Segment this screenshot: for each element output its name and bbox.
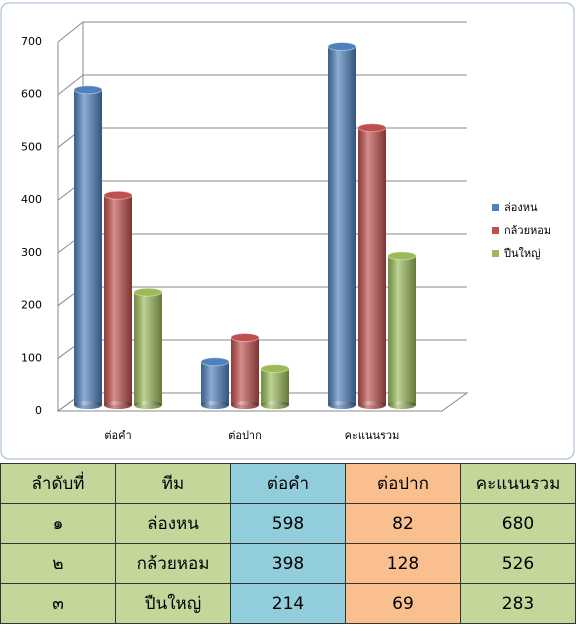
y-tick-label: 500	[21, 140, 42, 153]
table-cell: ๓	[0, 583, 116, 624]
legend-label: ล่องหน	[504, 201, 538, 214]
bar-top	[387, 251, 417, 261]
bar-top	[133, 287, 163, 297]
legend-swatch	[492, 204, 499, 211]
table-cell: ล่องหน	[115, 503, 231, 544]
table-row: ๒กล้วยหอม 398 128 526	[0, 543, 576, 584]
table-cell: ปืนใหญ่	[115, 583, 231, 624]
bar-top	[327, 42, 357, 52]
table-cell: ทีม	[115, 463, 231, 504]
bar-shade-bottom	[231, 401, 259, 409]
bar-top	[357, 123, 387, 133]
x-tick-label: คะแนนรวม	[345, 429, 400, 442]
y-tick-label: 600	[21, 88, 42, 101]
table-cell: 526	[460, 543, 576, 584]
table-cell: 398	[230, 543, 346, 584]
table-row: ๑ล่องหน 598 82 680	[0, 503, 576, 544]
table-cell: 283	[460, 583, 576, 624]
bar-shade-bottom	[104, 401, 132, 409]
bar-shade	[74, 89, 102, 406]
bar-shade-bottom	[261, 401, 289, 409]
y-tick-label: 0	[35, 404, 42, 417]
table-cell: 214	[230, 583, 346, 624]
grid-line-side	[57, 74, 84, 96]
bar-shade	[261, 368, 289, 405]
bar-top	[73, 85, 103, 95]
bar-shade-bottom	[201, 401, 229, 409]
grid-line-side	[57, 21, 84, 43]
bar-shade	[328, 46, 356, 406]
legend-swatch	[492, 227, 499, 234]
bar-top	[103, 190, 133, 200]
bar-shade-bottom	[388, 401, 416, 409]
x-tick-label: ต่อปาก	[228, 429, 262, 442]
bar-top	[230, 333, 260, 343]
table-cell: 69	[345, 583, 461, 624]
bar-shade-bottom	[328, 401, 356, 409]
table-cell: ต่อคำ	[230, 463, 346, 504]
bar-top	[200, 357, 230, 367]
legend-label: กล้วยหอม	[504, 224, 551, 237]
y-tick-label: 400	[21, 193, 42, 206]
bar-shade	[358, 127, 386, 406]
table-cell: 680	[460, 503, 576, 544]
y-tick-label: 100	[21, 351, 42, 364]
table-row: ๓ปืนใหญ่ 214 69 283	[0, 583, 576, 624]
table-cell: คะแนนรวม	[460, 463, 576, 504]
bar-shade	[201, 361, 229, 405]
score-table: ลำดับที่ ทีม ต่อคำ ต่อปาก คะแนนรวม๑ล่องหน 598…	[0, 463, 576, 624]
y-tick-label: 200	[21, 299, 42, 312]
bar-shade-bottom	[358, 401, 386, 409]
table-cell: 82	[345, 503, 461, 544]
table-cell: ๑	[0, 503, 116, 544]
table-cell: 598	[230, 503, 346, 544]
legend-swatch	[492, 250, 499, 257]
bar-shade	[231, 337, 259, 405]
bar-shade-bottom	[134, 401, 162, 409]
bar-shade	[104, 195, 132, 405]
y-tick-label: 300	[21, 246, 42, 259]
bar-top	[260, 364, 290, 374]
bar-shade	[134, 292, 162, 405]
table-cell: ลำดับที่	[0, 463, 116, 504]
bar-shade	[388, 255, 416, 405]
table-cell: ๒	[0, 543, 116, 584]
table-cell: 128	[345, 543, 461, 584]
bar-shade-bottom	[74, 401, 102, 409]
table-cell: กล้วยหอม	[115, 543, 231, 584]
chart: 0 100 200 300 400 500 600 700 ต่อคำ ต่อปาก คะแนนรว…	[0, 2, 575, 460]
table-cell: ต่อปาก	[345, 463, 461, 504]
x-tick-label: ต่อคำ	[104, 429, 131, 442]
y-tick-label: 700	[21, 35, 42, 48]
legend-label: ปืนใหญ่	[504, 247, 541, 260]
table-row: ลำดับที่ ทีม ต่อคำ ต่อปาก คะแนนรวม	[0, 463, 576, 504]
